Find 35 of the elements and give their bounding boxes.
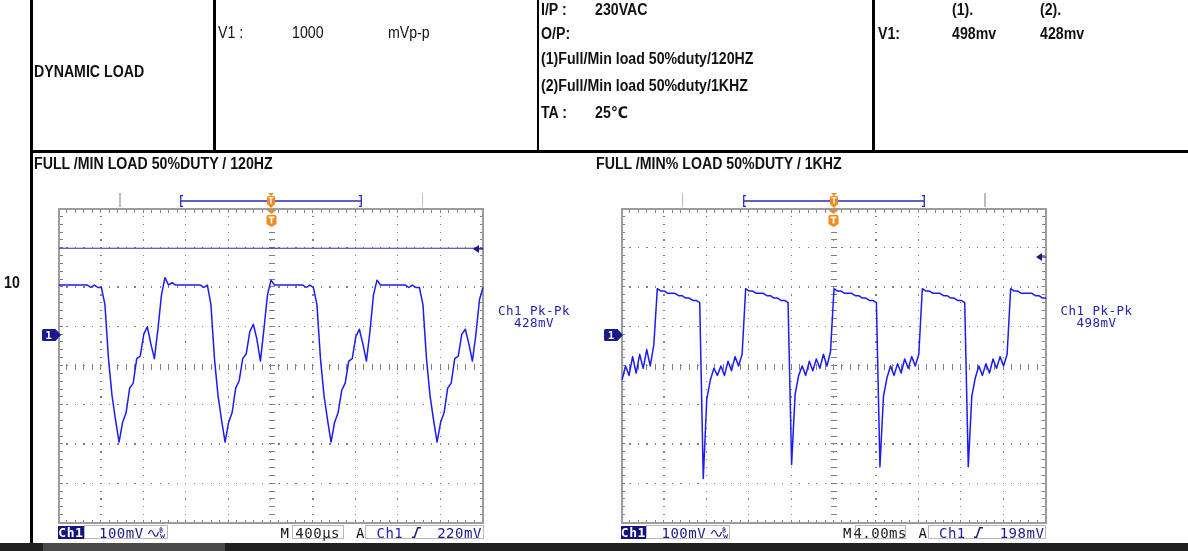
text: A — [356, 524, 365, 541]
text: 498mv — [951, 24, 996, 43]
text: Ch1 — [939, 524, 966, 541]
text: 25℃ — [595, 103, 628, 122]
text: 10 — [4, 274, 20, 292]
text: 1 — [45, 328, 52, 342]
text: (1). — [951, 0, 973, 19]
chart-title: FULL /MIN LOAD 50%DUTY / 120HZ — [33, 154, 273, 173]
text: 220mV — [437, 524, 482, 541]
text: Ch1 Pk-Pk — [1060, 302, 1133, 318]
text: 498mV — [1076, 315, 1117, 331]
text: TA : — [540, 103, 567, 122]
text: 428mV — [513, 315, 555, 331]
text: Ch1 Pk-Pk — [497, 302, 571, 318]
text: 198mV — [999, 524, 1045, 541]
text: 1000 — [292, 24, 324, 43]
text: mVp-p — [388, 24, 430, 43]
text: (1)Full/Min load 50%duty/120HZ — [540, 50, 753, 68]
text: Ch1 — [376, 524, 404, 541]
text: (2)Full/Min load 50%duty/1KHZ — [540, 77, 748, 95]
text: 428mv — [1039, 24, 1084, 43]
text: V1: — [877, 24, 900, 43]
text: 100mV — [99, 524, 144, 541]
text: I/P : — [540, 0, 567, 19]
text: A — [918, 524, 928, 541]
text: O/P: — [540, 24, 570, 43]
text: 1 — [607, 328, 615, 342]
text: (2). — [1039, 0, 1062, 19]
text: M — [280, 524, 290, 541]
chart-title: FULL /MIN% LOAD 50%DUTY / 1KHZ — [596, 154, 842, 173]
text: V1 : — [217, 24, 243, 43]
text: M — [843, 524, 852, 541]
text: 230VAC — [595, 0, 648, 19]
text: 100mV — [661, 524, 707, 541]
text: DYNAMIC LOAD — [33, 62, 144, 81]
